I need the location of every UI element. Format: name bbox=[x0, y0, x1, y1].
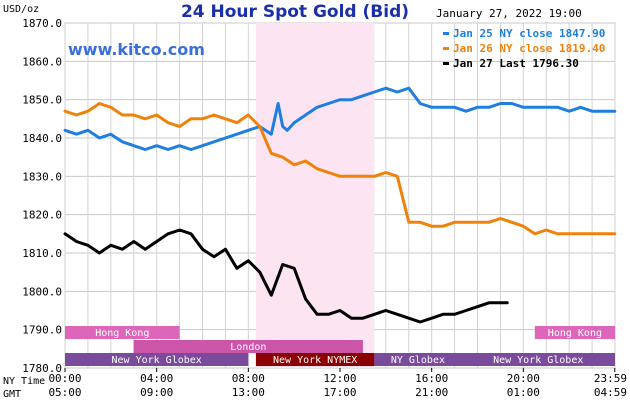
chart-title: 24 Hour Spot Gold (Bid) bbox=[181, 2, 409, 22]
legend-jan27: Jan 27 Last 1796.30 bbox=[453, 57, 579, 70]
series-layer bbox=[63, 86, 617, 324]
y-tick-label: 1870.0 bbox=[22, 17, 62, 30]
x-tick-label-ny: 00:00 bbox=[48, 372, 81, 385]
session-bar-label: New York Globex bbox=[112, 355, 202, 366]
y-tick-label: 1860.0 bbox=[22, 55, 62, 68]
gmt-label: GMT bbox=[3, 389, 21, 400]
x-tick-label-gmt: 13:00 bbox=[232, 386, 265, 399]
axes: 1870.0 1860.0 1850.0 1840.0 1830.0 1820.0 1810… bbox=[22, 17, 627, 399]
y-tick-label: 1800.0 bbox=[22, 285, 62, 298]
nymex-shade-rect bbox=[255, 23, 375, 368]
session-bar-label: London bbox=[230, 342, 266, 353]
series-line-jan26 bbox=[63, 102, 617, 236]
ny-time-label: NY Time bbox=[3, 376, 45, 387]
unit-label: USD/oz bbox=[3, 4, 39, 15]
brand-label: www.kitco.com bbox=[68, 40, 205, 59]
session-bar-label: New York NYMEX bbox=[273, 355, 357, 366]
session-bar bbox=[65, 326, 180, 339]
y-tick-label: 1810.0 bbox=[22, 247, 62, 260]
series-line-jan25 bbox=[63, 86, 617, 151]
series-line-jan27 bbox=[63, 228, 509, 324]
x-tick-label-gmt: 17:00 bbox=[323, 386, 356, 399]
x-tick-label-ny: 04:00 bbox=[140, 372, 173, 385]
y-tick-label: 1790.0 bbox=[22, 324, 62, 337]
x-tick-label-ny: 12:00 bbox=[323, 372, 356, 385]
x-tick-label-ny: 20:00 bbox=[507, 372, 540, 385]
y-tick-label: 1780.0 bbox=[22, 362, 62, 375]
legend-swatch-jan27 bbox=[443, 62, 449, 65]
legend-jan26: Jan 26 NY close 1819.40 bbox=[453, 42, 605, 55]
x-tick-label-ny: 16:00 bbox=[415, 372, 448, 385]
legend-jan25: Jan 25 NY close 1847.90 bbox=[453, 27, 605, 40]
session-bar bbox=[534, 326, 615, 339]
x-tick-label-ny: 08:00 bbox=[232, 372, 265, 385]
x-tick-label-gmt: 01:00 bbox=[507, 386, 540, 399]
session-bar-label: New York Globex bbox=[493, 355, 583, 366]
chart-datetime: January 27, 2022 19:00 bbox=[436, 7, 582, 20]
session-bar bbox=[255, 353, 375, 366]
y-tick-label: 1830.0 bbox=[22, 170, 62, 183]
x-tick-label-gmt: 04:59 bbox=[594, 386, 627, 399]
session-bar bbox=[65, 353, 249, 366]
y-tick-label: 1820.0 bbox=[22, 209, 62, 222]
session-bar-label: Hong Kong bbox=[548, 328, 602, 339]
x-tick-label-gmt: 05:00 bbox=[48, 386, 81, 399]
session-bar-label: Hong Kong bbox=[95, 328, 149, 339]
y-tick-label: 1840.0 bbox=[22, 132, 62, 145]
legend-swatch-jan26 bbox=[443, 47, 449, 50]
x-tick-label-ny: 23:59 bbox=[594, 372, 627, 385]
session-bar bbox=[461, 353, 615, 366]
nymex-shade bbox=[255, 23, 375, 368]
x-tick-label-gmt: 21:00 bbox=[415, 386, 448, 399]
x-tick-label-gmt: 09:00 bbox=[140, 386, 173, 399]
session-bar bbox=[374, 353, 462, 366]
legend: Jan 25 NY close 1847.90 Jan 26 NY close … bbox=[443, 27, 605, 70]
y-tick-label: 1850.0 bbox=[22, 94, 62, 107]
session-bar bbox=[133, 340, 363, 353]
legend-swatch-jan25 bbox=[443, 32, 449, 35]
session-bar-label: NY Globex bbox=[391, 355, 445, 366]
